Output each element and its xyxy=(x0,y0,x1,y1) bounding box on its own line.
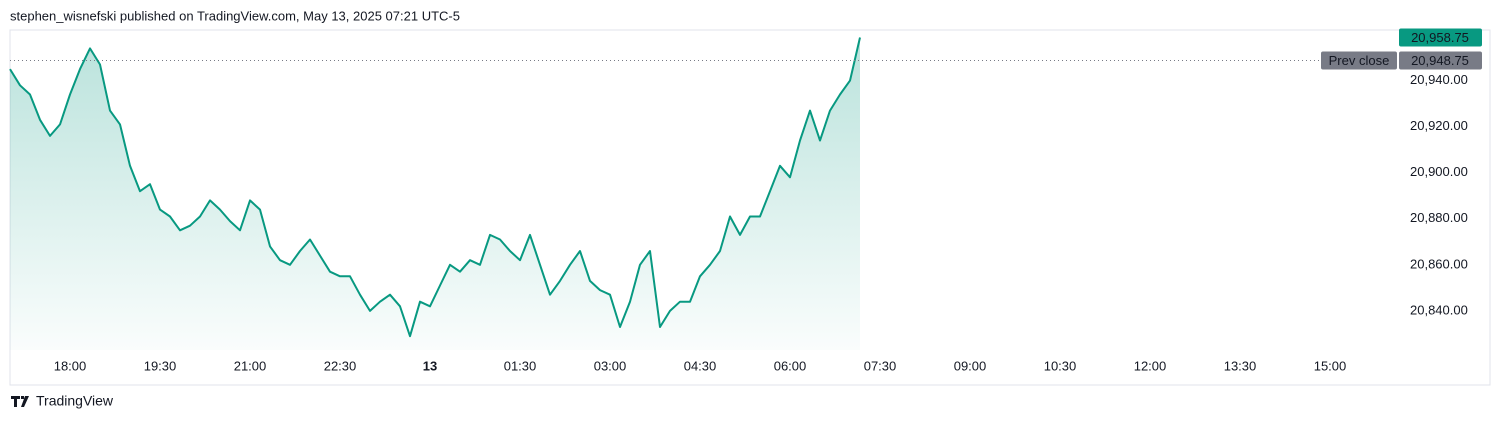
logo xyxy=(11,396,29,407)
prev-close-name: Prev close xyxy=(1329,53,1390,68)
y-tick-label: 20,940.00 xyxy=(1410,72,1468,87)
x-tick-label: 13 xyxy=(423,358,437,373)
x-tick-label: 22:30 xyxy=(324,358,357,373)
x-tick-label: 12:00 xyxy=(1134,358,1167,373)
brand: TradingView xyxy=(36,393,114,409)
price-line xyxy=(9,37,861,338)
x-tick-label: 19:30 xyxy=(144,358,177,373)
prev-close-tag xyxy=(1321,51,1397,70)
x-tick-label: 21:00 xyxy=(234,358,267,373)
prev-close-value: 20,948.75 xyxy=(1411,53,1469,68)
last-price-value: 20,958.75 xyxy=(1411,30,1469,45)
x-tick-label: 03:00 xyxy=(594,358,627,373)
x-tick-label: 07:30 xyxy=(864,358,897,373)
x-tick-label: 06:00 xyxy=(774,358,807,373)
y-tick-label: 20,880.00 xyxy=(1410,210,1468,225)
x-tick-label: 10:30 xyxy=(1044,358,1077,373)
y-tick-label: 20,860.00 xyxy=(1410,256,1468,271)
y-tick-label: 20,920.00 xyxy=(1410,118,1468,133)
last-price-tag xyxy=(1399,28,1482,47)
area-fill xyxy=(10,37,860,350)
x-tick-label: 04:30 xyxy=(684,358,717,373)
y-tick-label: 20,840.00 xyxy=(1410,302,1468,317)
x-tick-label: 01:30 xyxy=(504,358,537,373)
x-tick-label: 18:00 xyxy=(54,358,87,373)
y-tick-label: 20,900.00 xyxy=(1410,164,1468,179)
x-tick-label: 15:00 xyxy=(1314,358,1347,373)
x-tick-label: 13:30 xyxy=(1224,358,1257,373)
chart-title: stephen_wisnefski published on TradingVi… xyxy=(10,8,460,23)
prev-close-value-tag xyxy=(1399,51,1482,70)
x-tick-label: 09:00 xyxy=(954,358,987,373)
